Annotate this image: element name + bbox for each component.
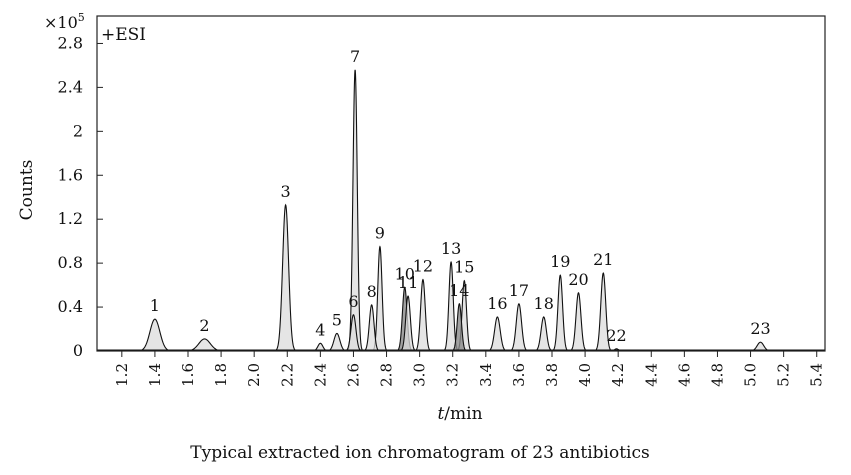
peak-2 (181, 338, 228, 352)
peak-19 (550, 274, 570, 352)
x-tick-label: 5.2 (775, 363, 793, 387)
y-axis-label: Counts (17, 160, 37, 221)
peak-label-4: 4 (315, 320, 325, 339)
peak-label-11: 11 (398, 273, 418, 292)
peak-label-1: 1 (150, 296, 160, 315)
x-tick-label: 2.6 (345, 363, 363, 387)
x-tick-label: 4.0 (576, 363, 594, 387)
y-multiplier-exp: 5 (78, 11, 85, 24)
peak-label-20: 20 (568, 270, 588, 289)
peak-label-2: 2 (199, 316, 209, 335)
peak-21 (593, 272, 614, 352)
peak-label-19: 19 (550, 252, 570, 271)
peak-label-9: 9 (375, 224, 385, 243)
x-tick-label: 3.0 (411, 363, 429, 387)
x-tick-label: 4.2 (609, 363, 627, 387)
y-tick-label: 0.8 (58, 253, 83, 272)
y-tick-label: 0.4 (58, 297, 83, 316)
x-axis-label-var: t (437, 404, 444, 424)
x-tick-label: 1.8 (212, 363, 230, 387)
peak-label-10: 10 (395, 264, 415, 283)
y-multiplier-base: ×10 (44, 13, 78, 32)
peak-17 (508, 303, 530, 352)
peak-label-15: 15 (454, 258, 474, 277)
peak-label-12: 12 (413, 257, 433, 276)
peak-5 (325, 332, 349, 352)
x-tick-label: 1.4 (146, 363, 164, 387)
x-tick-label: 4.6 (675, 363, 693, 387)
chart-title: Typical extracted ion chromatogram of 23… (190, 443, 649, 463)
x-tick-label: 2.0 (245, 363, 263, 387)
x-tick-label: 3.4 (477, 363, 495, 387)
x-tick-label: 1.2 (113, 363, 131, 387)
x-ticks: 1.2 1.4 1.6 1.8 2.0 2.2 2.4 2.6 2.8 3.0 3.2 3.4 3.6 3… (113, 351, 826, 387)
mode-label: +ESI (101, 25, 146, 45)
peak-12 (413, 278, 433, 352)
y-tick-label: 2.8 (58, 34, 83, 53)
x-tick-label: 2.2 (278, 363, 296, 387)
peak-label-3: 3 (281, 182, 291, 201)
peak-20 (568, 291, 589, 352)
peak-label-16: 16 (487, 294, 507, 313)
peak-label-6: 6 (348, 292, 358, 311)
x-tick-label: 2.8 (378, 363, 396, 387)
x-tick-label: 2.4 (311, 363, 329, 387)
y-tick-label: 1.2 (58, 209, 83, 228)
x-tick-label: 1.6 (179, 363, 197, 387)
y-tick-label: 1.6 (58, 165, 83, 184)
peak-18 (533, 316, 555, 352)
y-ticks: 0 0.4 0.8 1.2 1.6 2 2.4 2.8 (58, 34, 103, 360)
x-tick-label: 5.4 (808, 363, 826, 387)
peak-label-5: 5 (332, 310, 342, 329)
peak-label-18: 18 (534, 294, 554, 313)
y-tick-label: 2 (73, 121, 83, 140)
x-axis-label-unit: /min (444, 404, 482, 424)
x-tick-label: 3.6 (510, 363, 528, 387)
peak-label-7: 7 (350, 47, 360, 66)
peak-16 (486, 316, 509, 352)
plot-frame (96, 15, 826, 352)
peaks-layer (97, 69, 825, 352)
x-tick-label: 4.8 (709, 363, 727, 387)
y-multiplier: ×105 (44, 11, 85, 32)
x-tick-label: 4.4 (642, 363, 660, 387)
peak-label-23: 23 (750, 319, 770, 338)
x-tick-label: 5.0 (742, 363, 760, 387)
x-axis-label: t/min (437, 404, 482, 424)
peak-1 (135, 318, 175, 352)
peak-label-21: 21 (593, 250, 613, 269)
x-tick-label: 3.2 (444, 363, 462, 387)
y-tick-label: 2.4 (58, 77, 83, 96)
peak-label-13: 13 (441, 239, 461, 258)
peak-label-8: 8 (367, 282, 377, 301)
peak-label-22: 22 (606, 326, 626, 345)
x-tick-label: 3.8 (543, 363, 561, 387)
peak-3 (273, 203, 298, 352)
peak-label-14: 14 (449, 281, 469, 300)
y-tick-label: 0 (73, 341, 83, 360)
peak-label-17: 17 (509, 281, 529, 300)
